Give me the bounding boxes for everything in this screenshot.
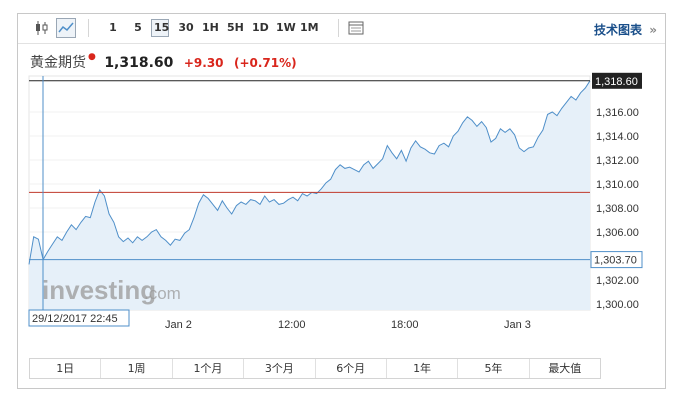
technical-chart-link[interactable]: 技术图表 »: [594, 21, 657, 38]
candlestick-icon[interactable]: [32, 18, 52, 38]
technical-chart-label: 技术图表: [594, 23, 643, 37]
investing-watermark-logo: investing: [42, 275, 156, 305]
toolbar-divider: [338, 19, 339, 37]
double-chevron-right-icon: »: [649, 23, 657, 37]
interval-button-1[interactable]: 1: [109, 21, 117, 34]
interval-button-1d[interactable]: 1D: [252, 21, 269, 34]
y-tick-label: 1,314.00: [596, 131, 639, 143]
price-line: [28, 80, 591, 265]
live-indicator-icon: ●: [88, 52, 96, 62]
current-price-box: [592, 72, 642, 89]
y-tick-label: 1,300.00: [596, 299, 639, 311]
price-chart[interactable]: investing.com1,300.001,302.001,304.001,3…: [18, 14, 665, 354]
time-range-selector: 1日 1周 1个月 3个月 6个月 1年 5年 最大值: [29, 358, 601, 379]
interval-button-15[interactable]: 15: [151, 19, 169, 37]
interval-button-5h[interactable]: 5H: [227, 21, 244, 34]
interval-button-30[interactable]: 30: [178, 21, 194, 34]
crosshair-time-label: 29/12/2017 22:45: [32, 313, 118, 325]
y-tick-label: 1,312.00: [596, 155, 639, 167]
chart-widget: 1 5 15 30 1H 5H 1D 1W 1M 技术图表 » 黄金期货 ● 1,318.60 +…: [17, 13, 666, 389]
x-tick-label: Jan 3: [504, 319, 531, 331]
interval-button-5[interactable]: 5: [134, 21, 142, 34]
price-change: +9.30: [183, 56, 224, 70]
y-tick-label: 1,306.00: [596, 227, 639, 239]
range-button-0[interactable]: 1日: [30, 359, 102, 378]
range-button-2[interactable]: 1个月: [173, 359, 245, 378]
chart-toolbar: 1 5 15 30 1H 5H 1D 1W 1M 技术图表 »: [18, 14, 665, 44]
y-tick-label: 1,302.00: [596, 275, 639, 287]
table-icon[interactable]: [346, 18, 366, 38]
range-button-1[interactable]: 1周: [101, 359, 173, 378]
quote-header: 黄金期货 ● 1,318.60 +9.30 (+0.71%): [30, 52, 297, 71]
price-area: [29, 80, 590, 310]
last-price: 1,318.60: [104, 55, 174, 71]
crosshair-price-label: 1,303.70: [594, 255, 637, 267]
crosshair-price-box: [590, 251, 643, 269]
interval-button-1h[interactable]: 1H: [202, 21, 219, 34]
range-button-5[interactable]: 1年: [387, 359, 459, 378]
range-button-6[interactable]: 5年: [458, 359, 530, 378]
x-tick-label: 18:00: [391, 319, 419, 331]
current-price-label: 1,318.60: [595, 76, 638, 88]
toolbar-divider: [88, 19, 89, 37]
instrument-name: 黄金期货: [30, 55, 86, 71]
interval-button-1m[interactable]: 1M: [300, 21, 319, 34]
investing-watermark-suffix: .com: [144, 284, 181, 303]
range-button-7[interactable]: 最大值: [548, 362, 582, 375]
interval-button-1w[interactable]: 1W: [276, 21, 296, 34]
range-button-3[interactable]: 3个月: [244, 359, 316, 378]
y-tick-label: 1,310.00: [596, 179, 639, 191]
line-chart-icon[interactable]: [56, 18, 76, 38]
price-change-percent: (+0.71%): [233, 56, 297, 70]
x-tick-label: Jan 2: [165, 319, 192, 331]
range-button-4[interactable]: 6个月: [316, 359, 387, 378]
crosshair-time-box: [28, 309, 130, 327]
y-tick-label: 1,308.00: [596, 203, 639, 215]
x-tick-label: 12:00: [278, 319, 306, 331]
y-tick-label: 1,316.00: [596, 107, 639, 119]
